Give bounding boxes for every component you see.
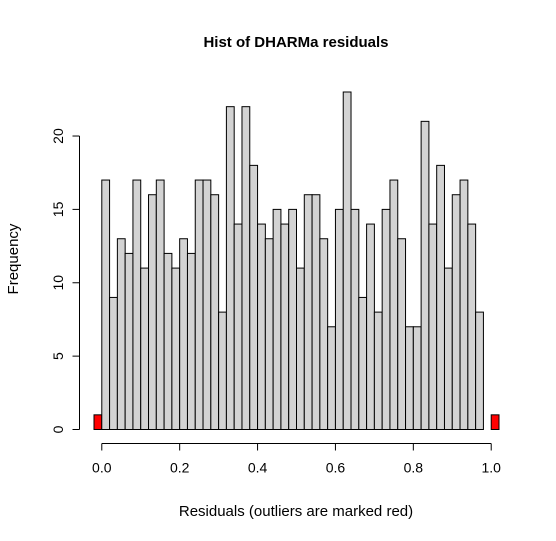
y-tick-label: 20 bbox=[50, 128, 66, 144]
x-tick-label: 0.0 bbox=[92, 460, 112, 476]
histogram-bar bbox=[428, 223, 438, 430]
histogram-bar bbox=[257, 223, 266, 430]
histogram-bar bbox=[225, 106, 235, 430]
histogram-bar bbox=[132, 179, 142, 430]
histogram-bar bbox=[412, 326, 422, 430]
histogram-bar bbox=[420, 120, 430, 430]
outlier-bar bbox=[490, 414, 500, 430]
histogram-bar bbox=[475, 311, 484, 430]
histogram-bar bbox=[311, 194, 321, 430]
histogram-bar bbox=[140, 267, 150, 430]
histogram-bar bbox=[210, 194, 220, 430]
x-axis: 0.0 0.2 0.4 0.6 0.8 1.0 bbox=[92, 443, 501, 476]
histogram-bar bbox=[319, 238, 329, 430]
histogram-bar bbox=[288, 208, 297, 430]
histogram-bar bbox=[155, 179, 165, 430]
histogram-bars bbox=[93, 91, 500, 430]
histogram-bar bbox=[436, 164, 445, 430]
y-tick-label: 15 bbox=[50, 201, 66, 217]
histogram-bar bbox=[280, 223, 290, 430]
y-tick-label: 0 bbox=[50, 425, 66, 433]
histogram-bar bbox=[296, 267, 305, 430]
histogram-bar bbox=[264, 238, 274, 430]
y-tick-label: 5 bbox=[50, 352, 66, 360]
histogram-bar bbox=[303, 194, 313, 430]
histogram-bar bbox=[101, 179, 111, 430]
histogram-bar bbox=[202, 179, 212, 430]
x-tick-label: 0.8 bbox=[404, 460, 424, 476]
histogram-bar bbox=[272, 208, 282, 430]
histogram-bar bbox=[405, 326, 414, 430]
histogram-bar bbox=[381, 208, 391, 430]
histogram-bar bbox=[459, 179, 469, 430]
histogram-bar bbox=[163, 252, 173, 430]
histogram-bar bbox=[350, 208, 360, 430]
chart-title: Hist of DHARMa residuals bbox=[203, 34, 388, 51]
histogram-bar bbox=[443, 267, 453, 430]
histogram-bar bbox=[342, 91, 352, 430]
histogram-bar bbox=[148, 194, 157, 430]
histogram-bar bbox=[109, 296, 118, 430]
histogram-bar bbox=[451, 194, 461, 430]
histogram-bar bbox=[373, 311, 383, 430]
x-tick-label: 0.6 bbox=[326, 460, 346, 476]
histogram-bar bbox=[249, 164, 259, 430]
histogram-bar bbox=[334, 208, 344, 430]
y-axis: 0 5 10 15 20 bbox=[50, 128, 80, 433]
histogram-bar bbox=[397, 238, 407, 430]
histogram-bar bbox=[179, 238, 188, 430]
histogram-bar bbox=[171, 267, 181, 430]
y-tick-label: 10 bbox=[50, 275, 66, 291]
x-tick-label: 0.4 bbox=[248, 460, 268, 476]
x-axis-label: Residuals (outliers are marked red) bbox=[179, 503, 413, 520]
histogram-bar bbox=[467, 223, 477, 430]
histogram-bar bbox=[186, 252, 196, 430]
outlier-bar bbox=[93, 414, 103, 430]
x-tick-label: 1.0 bbox=[481, 460, 501, 476]
histogram-bar bbox=[327, 326, 336, 430]
y-axis-label: Frequency bbox=[5, 223, 22, 294]
histogram-bar bbox=[366, 223, 375, 430]
histogram-bar bbox=[241, 106, 251, 430]
histogram-bar bbox=[124, 252, 134, 430]
histogram-bar bbox=[194, 179, 204, 430]
histogram-bar bbox=[233, 223, 243, 430]
histogram-bar bbox=[116, 238, 126, 430]
histogram-bar bbox=[389, 179, 399, 430]
histogram-bar bbox=[358, 296, 368, 430]
x-tick-label: 0.2 bbox=[170, 460, 190, 476]
histogram-bar bbox=[218, 311, 227, 430]
